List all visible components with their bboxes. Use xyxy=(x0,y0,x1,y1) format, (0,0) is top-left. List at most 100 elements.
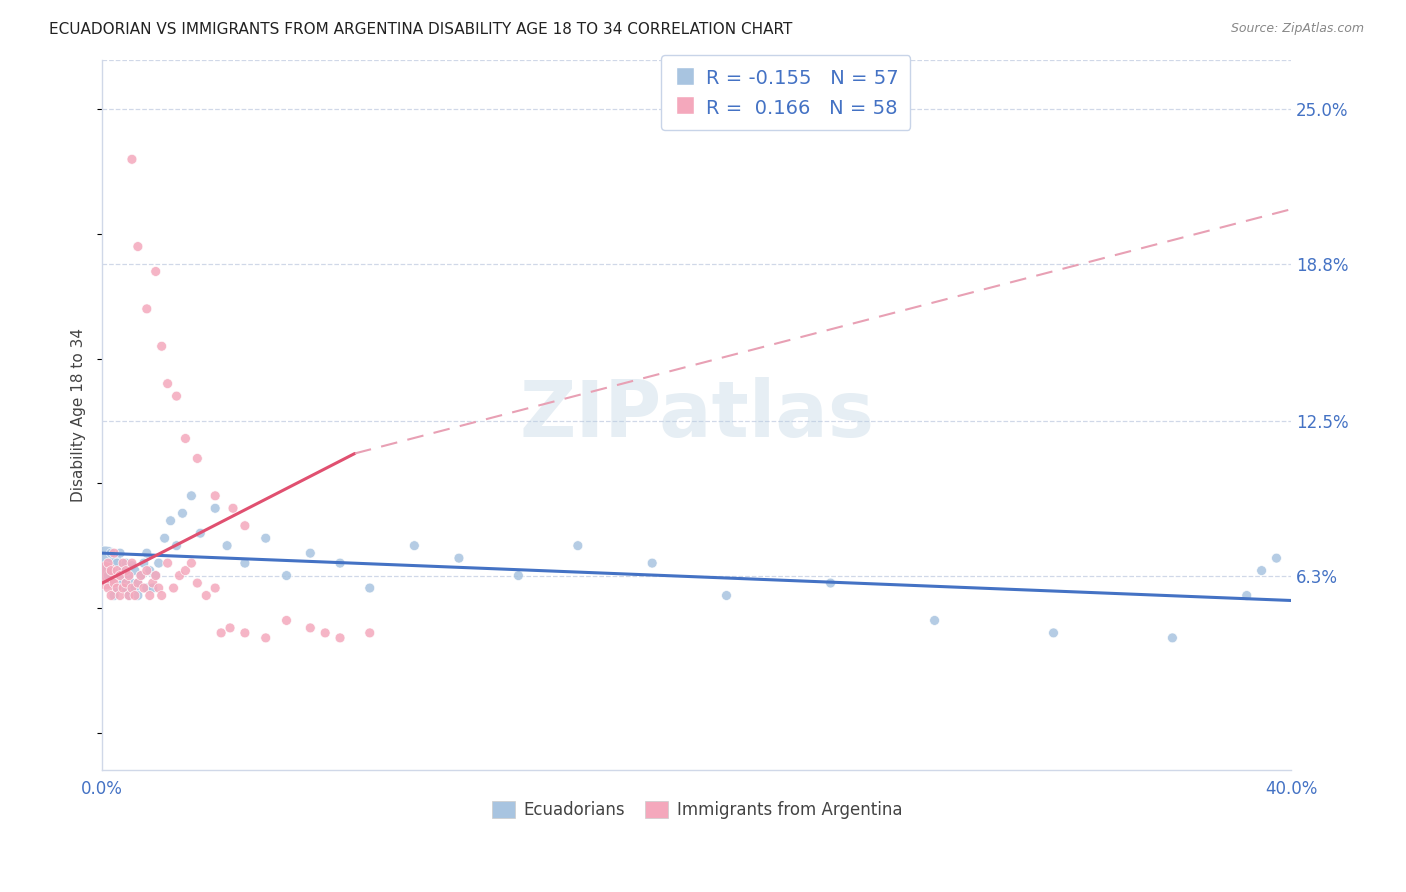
Point xyxy=(359,581,381,595)
Y-axis label: Disability Age 18 to 34: Disability Age 18 to 34 xyxy=(72,327,86,502)
Point xyxy=(174,564,197,578)
Point xyxy=(132,581,155,595)
Point xyxy=(121,558,143,573)
Point xyxy=(156,376,179,391)
Point xyxy=(359,626,381,640)
Point xyxy=(1042,626,1064,640)
Point xyxy=(180,556,202,570)
Point xyxy=(111,576,134,591)
Point xyxy=(108,568,131,582)
Point xyxy=(148,556,170,570)
Point xyxy=(166,539,188,553)
Point xyxy=(127,576,149,591)
Point xyxy=(103,589,125,603)
Point xyxy=(121,153,143,167)
Point xyxy=(188,526,211,541)
Point xyxy=(108,546,131,560)
Point xyxy=(447,551,470,566)
Point xyxy=(100,546,122,560)
Point xyxy=(118,589,141,603)
Point xyxy=(195,589,218,603)
Point xyxy=(129,568,152,582)
Point xyxy=(567,539,589,553)
Point xyxy=(145,568,167,582)
Point xyxy=(97,581,120,595)
Point xyxy=(276,614,298,628)
Point xyxy=(132,556,155,570)
Point xyxy=(186,451,208,466)
Point xyxy=(108,571,131,585)
Point xyxy=(121,581,143,595)
Point xyxy=(233,518,256,533)
Point xyxy=(145,568,167,582)
Point xyxy=(329,631,352,645)
Point xyxy=(135,564,157,578)
Point xyxy=(139,589,162,603)
Point xyxy=(299,546,322,560)
Point xyxy=(115,564,138,578)
Point xyxy=(276,568,298,582)
Point xyxy=(124,581,146,595)
Point xyxy=(94,556,117,570)
Point xyxy=(299,621,322,635)
Point xyxy=(118,589,141,603)
Point xyxy=(145,264,167,278)
Point xyxy=(174,432,197,446)
Point xyxy=(314,626,336,640)
Point xyxy=(124,564,146,578)
Point xyxy=(121,556,143,570)
Point xyxy=(1236,589,1258,603)
Point xyxy=(233,556,256,570)
Point xyxy=(166,389,188,403)
Point xyxy=(127,589,149,603)
Point xyxy=(820,576,842,591)
Point xyxy=(139,564,162,578)
Point xyxy=(103,564,125,578)
Point xyxy=(115,576,138,591)
Point xyxy=(100,564,122,578)
Legend: Ecuadorians, Immigrants from Argentina: Ecuadorians, Immigrants from Argentina xyxy=(485,794,908,826)
Point xyxy=(103,576,125,591)
Point xyxy=(169,568,191,582)
Point xyxy=(127,576,149,591)
Point xyxy=(329,556,352,570)
Point xyxy=(97,556,120,570)
Point xyxy=(148,581,170,595)
Point xyxy=(142,581,165,595)
Point xyxy=(97,568,120,582)
Point xyxy=(254,531,277,545)
Point xyxy=(115,556,138,570)
Point xyxy=(118,568,141,582)
Point xyxy=(124,589,146,603)
Point xyxy=(219,621,242,635)
Point xyxy=(105,556,128,570)
Point xyxy=(135,581,157,595)
Point xyxy=(254,631,277,645)
Point xyxy=(115,581,138,595)
Point xyxy=(204,581,226,595)
Text: Source: ZipAtlas.com: Source: ZipAtlas.com xyxy=(1230,22,1364,36)
Point xyxy=(111,556,134,570)
Point xyxy=(118,568,141,582)
Point xyxy=(172,506,194,520)
Point xyxy=(121,576,143,591)
Point xyxy=(222,501,245,516)
Point xyxy=(135,546,157,560)
Point xyxy=(103,546,125,560)
Point xyxy=(105,581,128,595)
Point xyxy=(127,239,149,253)
Point xyxy=(1250,564,1272,578)
Point xyxy=(94,568,117,582)
Point xyxy=(716,589,738,603)
Point xyxy=(150,339,173,353)
Point xyxy=(142,576,165,591)
Point xyxy=(924,614,946,628)
Point xyxy=(204,489,226,503)
Point xyxy=(135,301,157,316)
Point xyxy=(186,576,208,591)
Point xyxy=(100,589,122,603)
Point xyxy=(1265,551,1288,566)
Point xyxy=(233,626,256,640)
Point xyxy=(217,539,239,553)
Point xyxy=(159,514,181,528)
